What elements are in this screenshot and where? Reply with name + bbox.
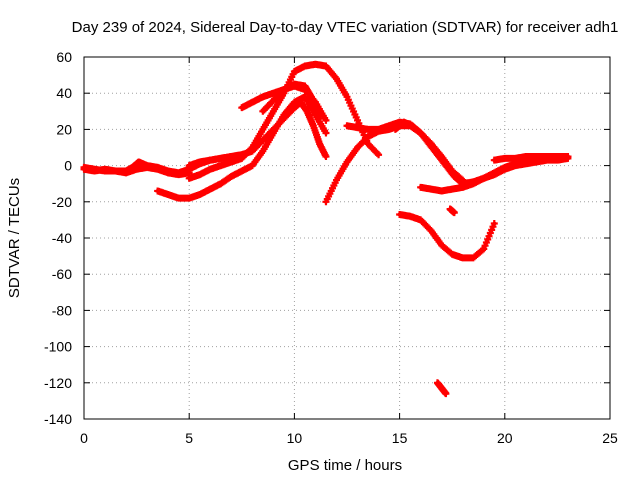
y-axis-label: SDTVAR / TECUs	[6, 178, 23, 298]
grid-lines	[84, 57, 610, 419]
series-arc-11	[396, 210, 498, 262]
x-axis-label: GPS time / hours	[288, 457, 402, 474]
data-series	[80, 60, 572, 398]
x-tick-label: 20	[497, 430, 513, 446]
y-tick-label: -80	[52, 302, 72, 318]
y-tick-label: -40	[52, 230, 72, 246]
series-arc-14	[446, 205, 458, 217]
y-tick-label: 0	[64, 158, 72, 174]
series-line	[187, 100, 328, 168]
series-arc-7	[259, 80, 324, 123]
y-tick-label: 40	[56, 85, 72, 101]
x-tick-label: 0	[80, 430, 88, 446]
x-tick-label: 15	[392, 430, 408, 446]
series-line	[435, 380, 448, 396]
y-tick-label: 20	[56, 121, 72, 137]
series-line	[448, 207, 457, 215]
y-tick-label: 60	[56, 49, 72, 65]
series-line	[155, 94, 328, 201]
series-arc-4	[154, 93, 330, 202]
y-tick-label: -120	[44, 375, 72, 391]
series-line	[393, 120, 570, 186]
x-tick-label: 5	[185, 430, 193, 446]
y-tick-label: -60	[52, 266, 72, 282]
x-tick-label: 25	[602, 430, 618, 446]
series-arc-13	[490, 153, 572, 164]
series-arc-2	[80, 163, 193, 179]
y-tick-label: -100	[44, 339, 72, 355]
axis-ticks: 0 5 10 15 20 25 -140 -120 -100 -80 -60 -40 -20 0 20 40 6…	[44, 49, 618, 446]
series-line	[492, 154, 570, 163]
series-line	[82, 165, 192, 177]
plot-frame	[83, 56, 611, 420]
y-tick-label: -20	[52, 194, 72, 210]
x-tick-label: 10	[287, 430, 303, 446]
y-tick-label: -140	[44, 411, 72, 427]
chart-title: Day 239 of 2024, Sidereal Day-to-day VTE…	[72, 19, 619, 36]
series-arc-15	[433, 379, 450, 398]
series-line	[260, 82, 322, 121]
series-line	[397, 212, 497, 260]
